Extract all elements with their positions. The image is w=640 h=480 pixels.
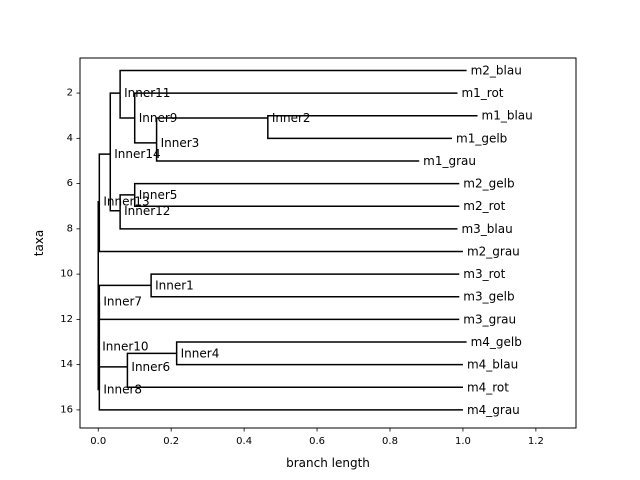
node-label-Inner6: Inner6 xyxy=(131,360,170,374)
plot-area-frame xyxy=(79,57,577,429)
node-label-m2_gelb: m2_gelb xyxy=(463,177,514,191)
branch-m2_rot xyxy=(133,194,460,207)
node-label-m4_blau: m4_blau xyxy=(467,358,518,372)
x-tick-label: 1.0 xyxy=(455,436,471,447)
branch-Inner3 xyxy=(133,117,157,144)
node-label-m2_blau: m2_blau xyxy=(471,63,522,77)
node-label-Inner1: Inner1 xyxy=(155,278,194,292)
x-axis-ticks: 0.0 0.2 0.4 0.6 0.8 1.0 1.2 xyxy=(90,428,544,447)
node-label-Inner2: Inner2 xyxy=(272,111,311,125)
node-label-m3_rot: m3_rot xyxy=(463,267,505,281)
node-label-Inner3: Inner3 xyxy=(161,136,200,150)
y-tick-label: 10 xyxy=(60,269,73,280)
branch-Inner9 xyxy=(119,93,135,119)
node-label-Inner9: Inner9 xyxy=(139,111,178,125)
node-label-Inner8: Inner8 xyxy=(103,383,142,397)
node-label-m3_grau: m3_grau xyxy=(463,312,516,326)
x-tick-label: 0.8 xyxy=(382,436,398,447)
x-tick-label: 0.6 xyxy=(309,436,325,447)
node-label-m1_gelb: m1_gelb xyxy=(456,131,507,145)
node-label-Inner4: Inner4 xyxy=(181,346,220,360)
branch-m4_grau xyxy=(98,389,463,411)
branch-m3_gelb xyxy=(150,285,460,298)
y-tick-label: 8 xyxy=(67,223,73,234)
branch-m3_grau xyxy=(98,301,460,321)
node-label-Inner11: Inner11 xyxy=(124,86,170,100)
branch-m2_blau xyxy=(119,69,467,94)
node-label-Inner5: Inner5 xyxy=(139,188,178,202)
node-label-m3_blau: m3_blau xyxy=(461,222,512,236)
branch-m3_blau xyxy=(119,210,458,230)
node-label-Inner10: Inner10 xyxy=(102,340,148,354)
y-tick-label: 14 xyxy=(60,359,73,370)
branch-Inner2 xyxy=(155,117,268,143)
node-label-Inner7: Inner7 xyxy=(103,294,142,308)
node-label-m4_grau: m4_grau xyxy=(467,403,520,417)
branch-m4_blau xyxy=(175,353,463,366)
tree-branches xyxy=(97,69,478,411)
branch-m4_rot xyxy=(126,366,463,389)
branch-Inner1 xyxy=(98,284,152,302)
branch-Inner11 xyxy=(109,92,121,155)
branch-Inner14 xyxy=(98,153,111,202)
branch-Inner4 xyxy=(126,352,177,367)
branch-m1_grau xyxy=(155,142,420,162)
node-label-Inner12: Inner12 xyxy=(124,204,170,218)
node-label-Inner14: Inner14 xyxy=(114,147,160,161)
branch-m3_rot xyxy=(150,273,460,286)
node-labels: Inner10 Inner13 Inner14 Inner11 m2_blau Inner… xyxy=(102,63,533,416)
x-tick-label: 0.2 xyxy=(163,436,179,447)
x-axis-label: branch length xyxy=(286,456,370,470)
node-label-m4_gelb: m4_gelb xyxy=(471,335,522,349)
node-label-Inner13: Inner13 xyxy=(103,195,149,209)
branch-m2_grau xyxy=(98,201,463,253)
node-label-m1_grau: m1_grau xyxy=(423,154,476,168)
node-label-m1_rot: m1_rot xyxy=(461,86,503,100)
node-label-m2_rot: m2_rot xyxy=(463,199,505,213)
branch-m1_rot xyxy=(133,92,458,118)
x-tick-label: 0.0 xyxy=(90,436,106,447)
y-tick-label: 4 xyxy=(67,133,73,144)
y-tick-label: 16 xyxy=(60,404,73,415)
y-tick-label: 12 xyxy=(60,314,73,325)
branch-m4_gelb xyxy=(175,341,467,354)
y-axis-ticks: 2 4 6 8 10 12 14 16 xyxy=(60,88,80,415)
branch-Inner6 xyxy=(98,366,128,390)
node-label-m1_blau: m1_blau xyxy=(482,109,533,123)
y-axis-label: taxa xyxy=(32,230,46,257)
node-label-m4_rot: m4_rot xyxy=(467,380,509,394)
node-label-m2_grau: m2_grau xyxy=(467,244,520,258)
node-label-m3_gelb: m3_gelb xyxy=(463,290,514,304)
branch-m1_blau xyxy=(267,114,478,118)
x-tick-label: 0.4 xyxy=(236,436,252,447)
branch-m2_gelb xyxy=(133,182,460,195)
x-tick-label: 1.2 xyxy=(528,436,544,447)
branch-m1_gelb xyxy=(267,117,452,140)
branch-Inner12 xyxy=(109,154,121,212)
branch-Inner5 xyxy=(119,194,135,211)
y-tick-label: 2 xyxy=(67,88,73,99)
y-tick-label: 6 xyxy=(67,178,73,189)
